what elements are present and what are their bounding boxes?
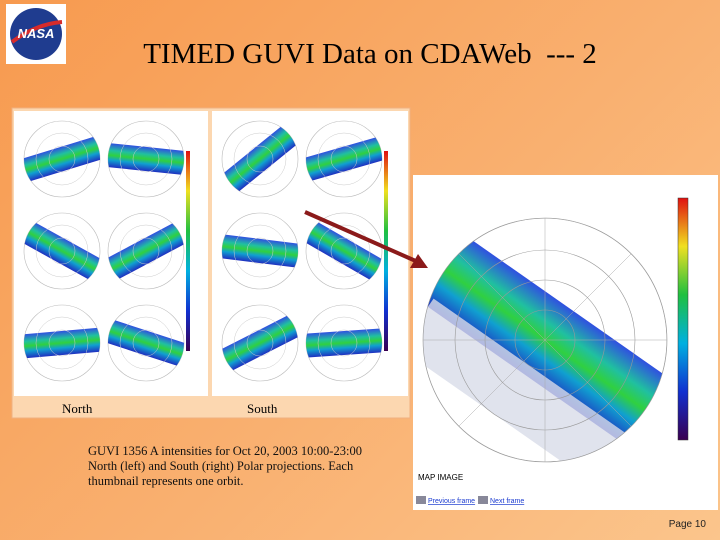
thumb-ring <box>246 237 274 265</box>
thumb-band <box>306 213 382 289</box>
polar-spoke <box>458 253 546 341</box>
logo-swoosh <box>10 20 63 44</box>
thumb-swath <box>222 231 298 271</box>
thumb-ring <box>48 237 76 265</box>
thumb-swath <box>222 121 298 197</box>
thumb-ring <box>233 132 287 186</box>
colorbar <box>677 197 689 441</box>
logo-disc <box>10 8 62 60</box>
caption: GUVI 1356 A intensities for Oct 20, 2003… <box>88 444 362 488</box>
thumb-band <box>222 305 298 381</box>
thumb-ring <box>317 132 371 186</box>
thumb-ring <box>35 316 89 370</box>
thumb-ring <box>233 316 287 370</box>
thumb-ring <box>132 329 160 357</box>
thumb-band <box>306 130 382 188</box>
thumb-swath <box>306 130 382 188</box>
polar-spoke <box>458 339 546 427</box>
thumb-ring <box>246 329 274 357</box>
thumb-swath <box>24 129 100 189</box>
thumb-ring <box>233 224 287 278</box>
thumb-band <box>108 213 184 289</box>
arrow-shaft <box>304 210 419 264</box>
thumb-ring <box>119 224 173 278</box>
thumb-swath <box>24 213 100 289</box>
thumbnails <box>23 120 388 382</box>
nasa-logo: NASA <box>6 4 66 64</box>
thumb-swath <box>108 140 184 178</box>
thumb-band <box>108 313 184 373</box>
thumb-band <box>24 129 100 189</box>
thumb-ring <box>35 132 89 186</box>
logo-text: NASA <box>18 26 55 41</box>
thumb-band <box>306 326 382 360</box>
next-link[interactable]: Next frame <box>490 498 524 505</box>
thumb-swath <box>306 213 382 289</box>
thumb-colorbar <box>384 151 388 351</box>
south-label: South <box>247 401 278 416</box>
thumb-ring <box>132 145 160 173</box>
page-number: Page 10 <box>668 519 706 530</box>
thumb-ring <box>35 224 89 278</box>
thumb-ring <box>330 237 358 265</box>
thumb-band <box>222 231 298 271</box>
next-icon <box>478 496 488 504</box>
thumb-colorbar <box>186 151 190 351</box>
thumb-ring <box>317 224 371 278</box>
polar-spoke <box>544 339 632 427</box>
thumb-ring <box>119 316 173 370</box>
thumb-swath <box>24 325 100 361</box>
thumb-band <box>222 121 298 197</box>
thumb-ring <box>132 237 160 265</box>
thumb-ring <box>330 145 358 173</box>
slide-title: TIMED GUVI Data on CDAWeb --- 2 <box>143 38 597 70</box>
thumb-ring <box>119 132 173 186</box>
thumb-swath <box>108 313 184 373</box>
thumb-swath <box>222 305 298 381</box>
polar-grid <box>422 217 668 463</box>
polar-spoke <box>544 253 632 341</box>
thumb-ring <box>48 329 76 357</box>
map-image-label: MAP IMAGE <box>418 473 463 482</box>
prev-link[interactable]: Previous frame <box>428 498 475 505</box>
thumb-ring <box>330 329 358 357</box>
thumb-ring <box>48 145 76 173</box>
arrow-head <box>410 254 428 268</box>
thumb-ring <box>246 145 274 173</box>
thumb-band <box>24 325 100 361</box>
swath <box>423 218 667 462</box>
north-label: North <box>62 401 93 416</box>
thumb-swath <box>108 213 184 289</box>
prev-icon <box>416 496 426 504</box>
thumb-swath <box>306 326 382 360</box>
thumb-band <box>24 213 100 289</box>
thumb-ring <box>317 316 371 370</box>
thumb-band <box>108 140 184 178</box>
swath-edge <box>423 298 647 462</box>
